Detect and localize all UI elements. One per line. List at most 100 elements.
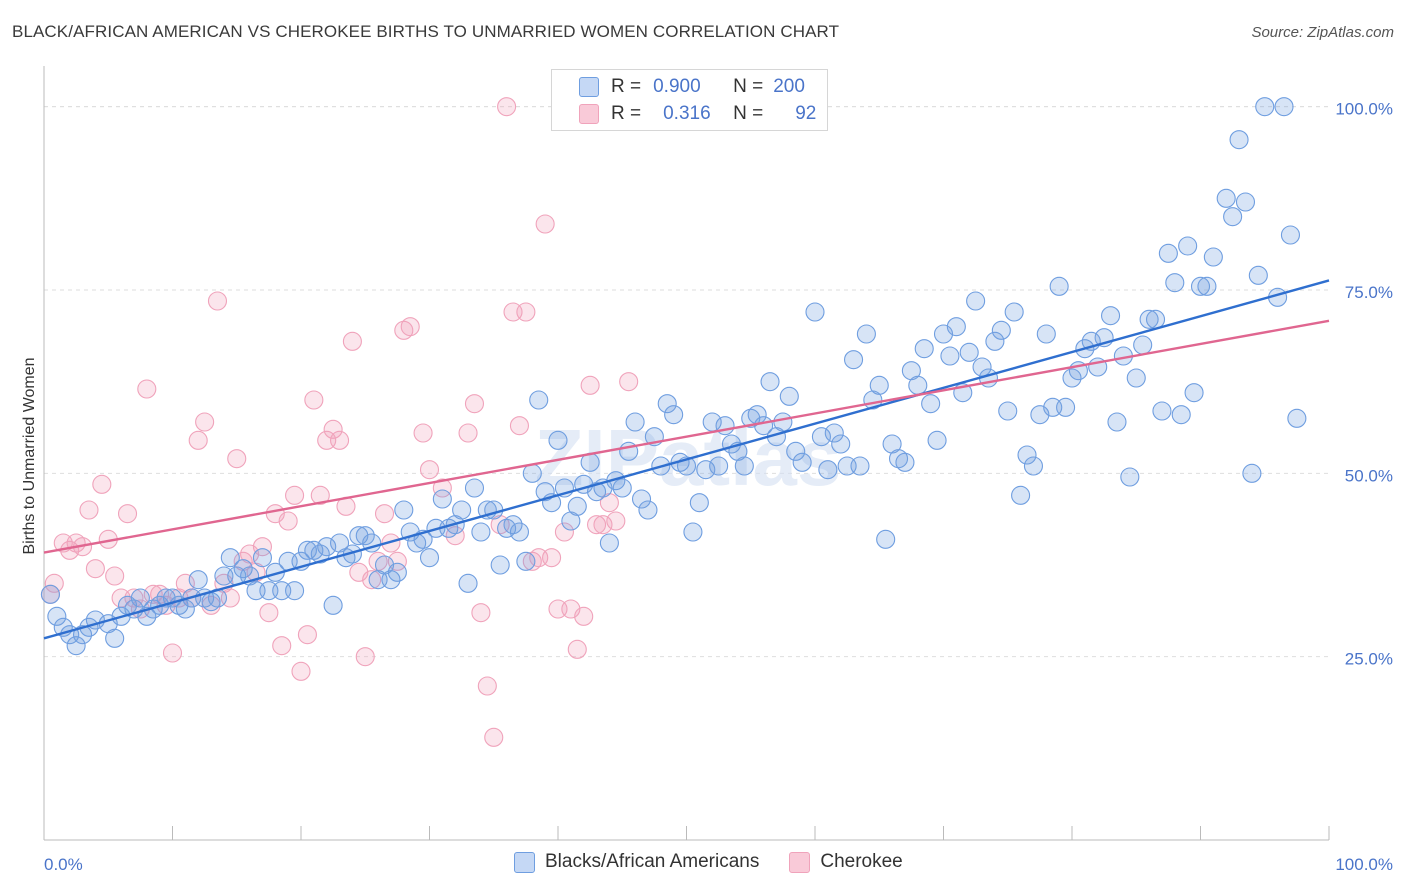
point-blacks-91: [631, 489, 652, 509]
legend-n-value: 92: [795, 103, 817, 124]
point-cherokee-56: [400, 317, 420, 337]
legend-item-cherokee: Cherokee: [789, 851, 903, 873]
point-cherokee-70: [516, 302, 536, 322]
point-blacks-1: [47, 606, 67, 626]
point-cherokee-63: [471, 603, 491, 623]
point-blacks-163: [1101, 306, 1121, 326]
series-legend: Blacks/African Americans Cherokee: [514, 851, 933, 873]
series-blacks: [40, 97, 1307, 656]
point-blacks-135: [921, 394, 941, 414]
point-cherokee-26: [207, 291, 228, 311]
point-blacks-43: [323, 595, 343, 615]
point-blacks-175: [1178, 236, 1198, 256]
point-cherokee-15: [137, 379, 157, 399]
legend-swatch-blue: [579, 77, 599, 97]
point-cherokee-37: [278, 511, 298, 531]
point-blacks-188: [1274, 97, 1294, 117]
chart-source: Source: ZipAtlas.com: [1251, 24, 1394, 41]
point-cherokee-42: [310, 485, 330, 505]
point-blacks-189: [1280, 225, 1300, 245]
point-cherokee-73: [535, 214, 555, 234]
point-cherokee-86: [619, 372, 639, 392]
point-cherokee-84: [606, 511, 626, 531]
point-cherokee-76: [554, 522, 574, 542]
point-blacks-40: [304, 540, 324, 560]
point-cherokee-74: [542, 548, 562, 568]
point-cherokee-81: [586, 515, 607, 535]
point-blacks-123: [843, 350, 864, 370]
point-blacks-100: [689, 493, 709, 513]
legend-row-cherokee: R = 0.316 N = 92: [552, 101, 816, 127]
point-blacks-22: [188, 570, 208, 590]
legend-n-value: 200: [773, 76, 805, 97]
legend-r-label: R =: [611, 103, 642, 124]
point-blacks-168: [1133, 335, 1153, 355]
series-cherokee: [40, 97, 664, 747]
point-blacks-66: [471, 522, 491, 542]
y-tick-label: 25.0%: [1345, 650, 1393, 669]
point-blacks-183: [1235, 192, 1256, 212]
point-blacks-148: [1004, 302, 1024, 322]
point-blacks-73: [516, 551, 536, 571]
point-blacks-185: [1248, 265, 1268, 285]
point-blacks-29: [233, 559, 253, 579]
point-cherokee-36: [272, 636, 292, 656]
point-blacks-124: [850, 456, 870, 476]
point-blacks-103: [709, 456, 729, 476]
y-axis-title: Births to Unmarried Women: [21, 357, 38, 554]
y-tick-label: 50.0%: [1345, 466, 1393, 485]
point-cherokee-65: [484, 727, 504, 747]
point-blacks-134: [914, 339, 934, 359]
point-blacks-133: [908, 375, 928, 395]
point-blacks-155: [1049, 276, 1069, 296]
point-blacks-76: [535, 482, 555, 502]
point-blacks-128: [876, 529, 896, 549]
point-blacks-157: [1062, 368, 1082, 388]
point-blacks-145: [985, 331, 1005, 351]
point-blacks-164: [1107, 412, 1127, 432]
point-cherokee-6: [79, 500, 99, 520]
point-cherokee-82: [593, 515, 613, 535]
point-blacks-113: [773, 412, 793, 432]
point-cherokee-59: [432, 478, 452, 498]
point-blacks-177: [1190, 276, 1211, 296]
point-blacks-9: [105, 628, 125, 648]
tick-labels: 25.0% 50.0% 75.0% 100.0% 0.0% 100.0%: [44, 100, 1393, 874]
x-tick-label-max: 100.0%: [1335, 855, 1393, 874]
point-blacks-167: [1126, 368, 1146, 388]
point-cherokee-29: [227, 449, 247, 469]
point-blacks-69: [490, 555, 510, 575]
trend-line-cherokee: [43, 319, 1330, 554]
axes: [43, 66, 1330, 841]
point-blacks-178: [1197, 276, 1217, 296]
legend-label-cherokee: Cherokee: [820, 851, 903, 872]
point-cherokee-24: [195, 412, 215, 432]
point-blacks-120: [824, 423, 844, 443]
point-blacks-136: [927, 430, 947, 450]
legend-swatch-blue: [514, 851, 535, 873]
point-cherokee-80: [580, 375, 600, 395]
point-cherokee-52: [374, 504, 395, 524]
point-cherokee-34: [259, 603, 279, 623]
point-cherokee-71: [522, 551, 542, 571]
point-blacks-90: [625, 412, 645, 432]
point-blacks-151: [1023, 456, 1043, 476]
point-cherokee-1: [44, 573, 64, 593]
point-cherokee-79: [574, 606, 594, 626]
point-blacks-173: [1165, 273, 1185, 293]
trend-lines: [43, 279, 1330, 640]
point-cherokee-7: [85, 559, 105, 579]
point-blacks-131: [895, 452, 915, 472]
point-blacks-182: [1229, 130, 1249, 150]
point-blacks-88: [612, 478, 632, 498]
point-cherokee-47: [342, 331, 362, 351]
point-blacks-171: [1152, 401, 1172, 421]
point-blacks-117: [805, 302, 825, 322]
point-blacks-99: [683, 522, 703, 542]
legend-n-label: N =: [733, 103, 764, 124]
point-cherokee-13: [124, 588, 144, 608]
point-blacks-114: [779, 386, 799, 406]
point-cherokee-19: [162, 643, 183, 663]
point-blacks-172: [1158, 243, 1178, 263]
point-blacks-68: [484, 500, 504, 520]
